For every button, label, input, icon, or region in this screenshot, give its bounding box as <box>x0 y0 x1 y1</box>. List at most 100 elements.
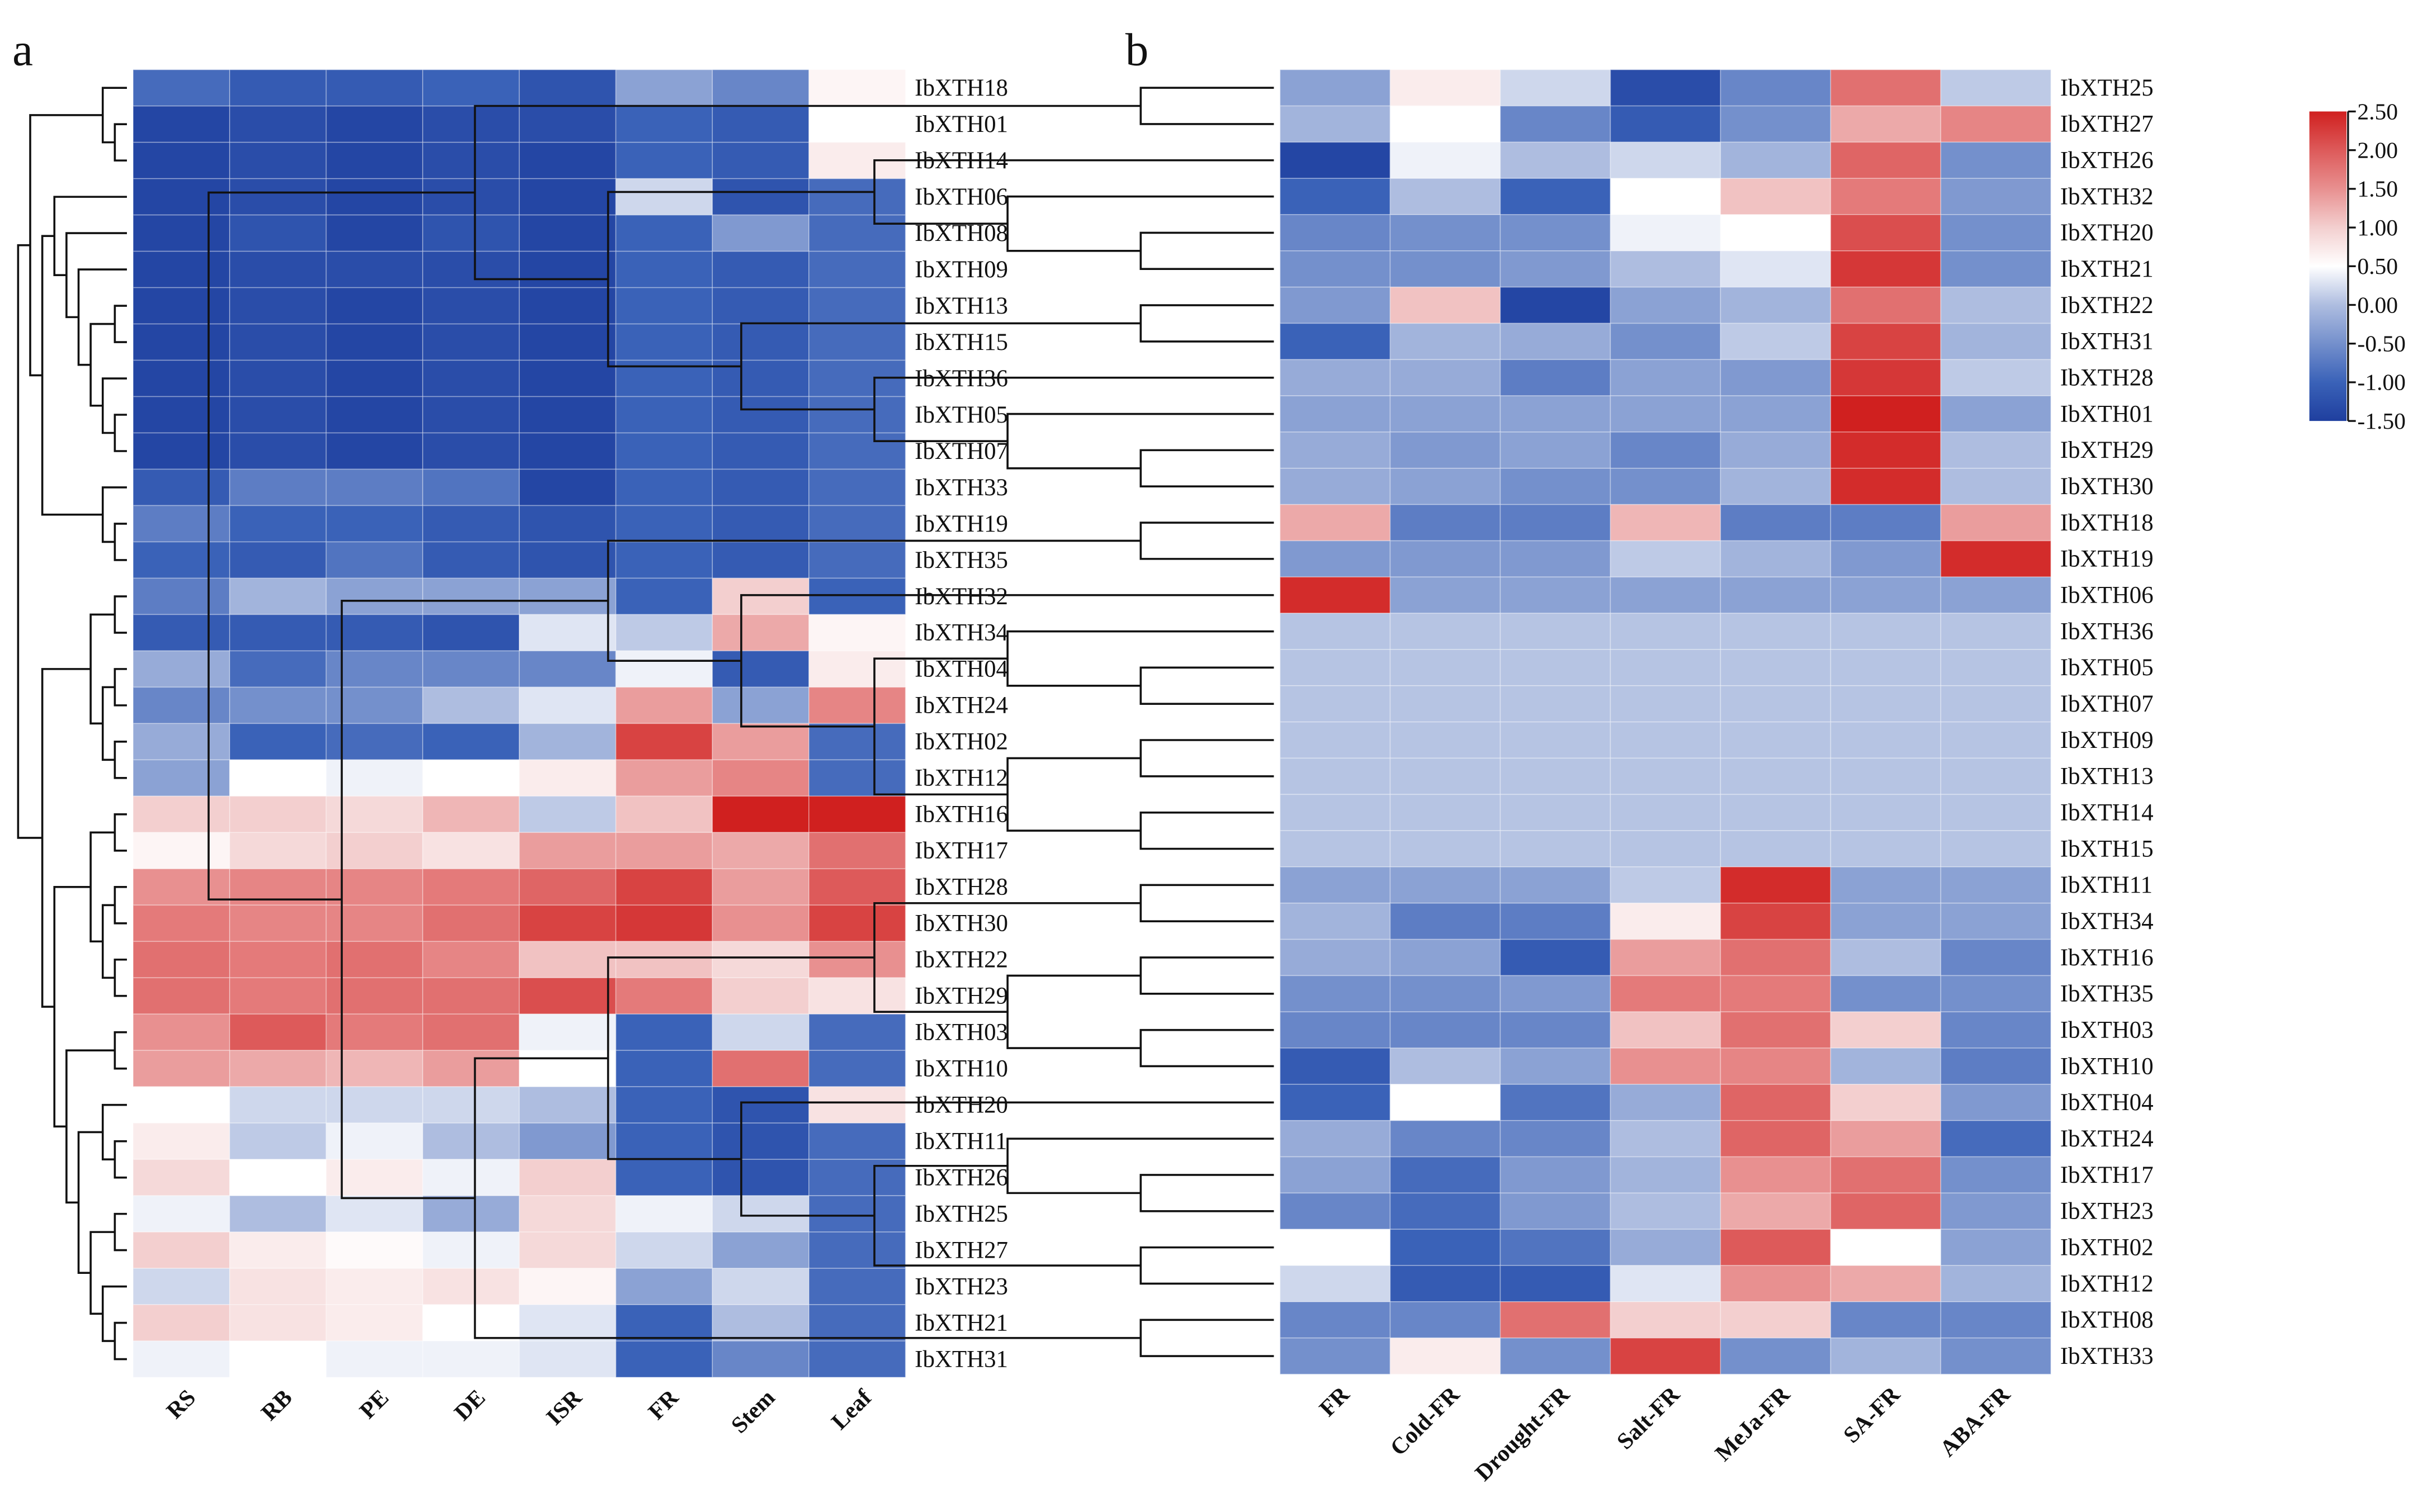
heatmap-cell <box>518 69 617 107</box>
heatmap-cell <box>1279 794 1391 831</box>
heatmap-cell <box>712 214 810 252</box>
heatmap-cell <box>808 795 906 833</box>
heatmap-cell <box>1610 685 1721 723</box>
heatmap-cell <box>325 650 423 688</box>
colorbar-tick-label: 0.00 <box>2357 292 2398 317</box>
heatmap-cell <box>1830 794 1942 831</box>
heatmap-cell <box>1720 540 1832 578</box>
heatmap-cell <box>615 1086 713 1124</box>
heatmap-cell <box>1940 286 2052 324</box>
heatmap-cell <box>1499 1156 1611 1194</box>
heatmap-cell <box>615 759 713 797</box>
heatmap-cell <box>1389 467 1501 505</box>
heatmap-cell <box>518 1013 617 1051</box>
heatmap-cell <box>229 214 327 252</box>
dendrogram-branch <box>1139 1028 1274 1068</box>
heatmap-cell <box>1830 214 1942 252</box>
heatmap-cell <box>615 1050 713 1088</box>
heatmap-cell <box>1279 250 1391 288</box>
heatmap-cell <box>808 577 906 615</box>
heatmap-cell <box>615 505 713 543</box>
column-label: FR <box>643 1384 683 1424</box>
heatmap-cell <box>1720 1192 1832 1230</box>
heatmap-cell <box>325 541 423 579</box>
dendrogram-branch <box>873 159 1274 225</box>
heatmap-cell <box>1830 866 1942 904</box>
row-label: IbXTH02 <box>915 729 1008 755</box>
column-label: SA-FR <box>1838 1381 1905 1448</box>
heatmap-cell <box>1720 504 1832 542</box>
heatmap-cell <box>1499 1337 1611 1375</box>
row-label: IbXTH05 <box>2060 655 2154 681</box>
heatmap-cell <box>1610 866 1721 904</box>
heatmap-cell <box>712 904 810 942</box>
heatmap-cell <box>422 904 520 942</box>
row-label: IbXTH22 <box>2060 292 2154 319</box>
heatmap-cell <box>422 1159 520 1196</box>
heatmap-cell <box>615 795 713 833</box>
heatmap-cell <box>325 832 423 870</box>
dendrogram-branch <box>113 1140 127 1179</box>
heatmap-cell <box>229 1195 327 1233</box>
heatmap-cell <box>1389 576 1501 614</box>
heatmap-cell <box>1389 1120 1501 1158</box>
heatmap-cell <box>1279 1084 1391 1121</box>
heatmap-cell <box>1279 395 1391 433</box>
dendrogram-branch <box>873 902 1141 1013</box>
heatmap-cell <box>518 1304 617 1342</box>
dendrogram-branch <box>1139 884 1274 922</box>
dendrogram-branch <box>53 885 91 1128</box>
heatmap-cell <box>1610 576 1721 614</box>
heatmap-cell <box>229 577 327 615</box>
heatmap-cell <box>229 1268 327 1305</box>
heatmap-cell <box>1720 649 1832 686</box>
heatmap-cell <box>1940 1229 2052 1266</box>
heatmap-cell <box>712 686 810 724</box>
heatmap-cell <box>422 1195 520 1233</box>
heatmap-cell <box>422 178 520 216</box>
row-label: IbXTH13 <box>2060 764 2154 790</box>
heatmap-cell <box>325 1231 423 1269</box>
heatmap-cell <box>615 105 713 143</box>
heatmap-cell <box>1830 323 1942 361</box>
heatmap-cell <box>229 795 327 833</box>
heatmap-cell <box>1830 178 1942 215</box>
heatmap-cell <box>1940 576 2052 614</box>
heatmap-cell <box>1830 1011 1942 1049</box>
heatmap-cell <box>615 686 713 724</box>
dendrogram-branch <box>1139 956 1274 995</box>
heatmap-cell <box>712 396 810 434</box>
heatmap-cell <box>1610 902 1721 940</box>
row-label: IbXTH28 <box>915 874 1008 900</box>
heatmap-cell <box>325 723 423 761</box>
heatmap-cell <box>325 977 423 1015</box>
heatmap-cell <box>518 977 617 1015</box>
heatmap-cell <box>1610 975 1721 1013</box>
heatmap-cell <box>325 287 423 325</box>
heatmap-cell <box>615 178 713 216</box>
heatmap-cell <box>1940 395 2052 433</box>
heatmap-cell <box>133 1086 230 1124</box>
column-label: RS <box>161 1385 200 1424</box>
heatmap-cell <box>422 1013 520 1051</box>
heatmap-cell <box>518 1086 617 1124</box>
row-label: IbXTH26 <box>915 1164 1008 1191</box>
heatmap-cell <box>1940 685 2052 723</box>
row-label: IbXTH35 <box>915 547 1008 573</box>
heatmap-cell <box>712 577 810 615</box>
heatmap-cell <box>1720 432 1832 469</box>
heatmap-cell <box>518 1050 617 1088</box>
heatmap-cell <box>1389 323 1501 361</box>
heatmap-cell <box>1610 504 1721 542</box>
heatmap-cell <box>229 287 327 325</box>
dendrogram-branch <box>1139 449 1274 488</box>
dendrogram-branch <box>113 1031 127 1070</box>
heatmap-cell <box>422 614 520 652</box>
dendrogram-branch <box>1139 811 1274 850</box>
column-label: ABA-FR <box>1934 1381 2015 1461</box>
heatmap-cell <box>1610 1301 1721 1339</box>
heatmap-cell <box>1389 1156 1501 1194</box>
heatmap-panel-a: IbXTH18IbXTH01IbXTH14IbXTH06IbXTH08IbXTH… <box>17 69 1008 1438</box>
row-label: IbXTH31 <box>2060 329 2154 355</box>
heatmap-cell <box>1389 1048 1501 1085</box>
